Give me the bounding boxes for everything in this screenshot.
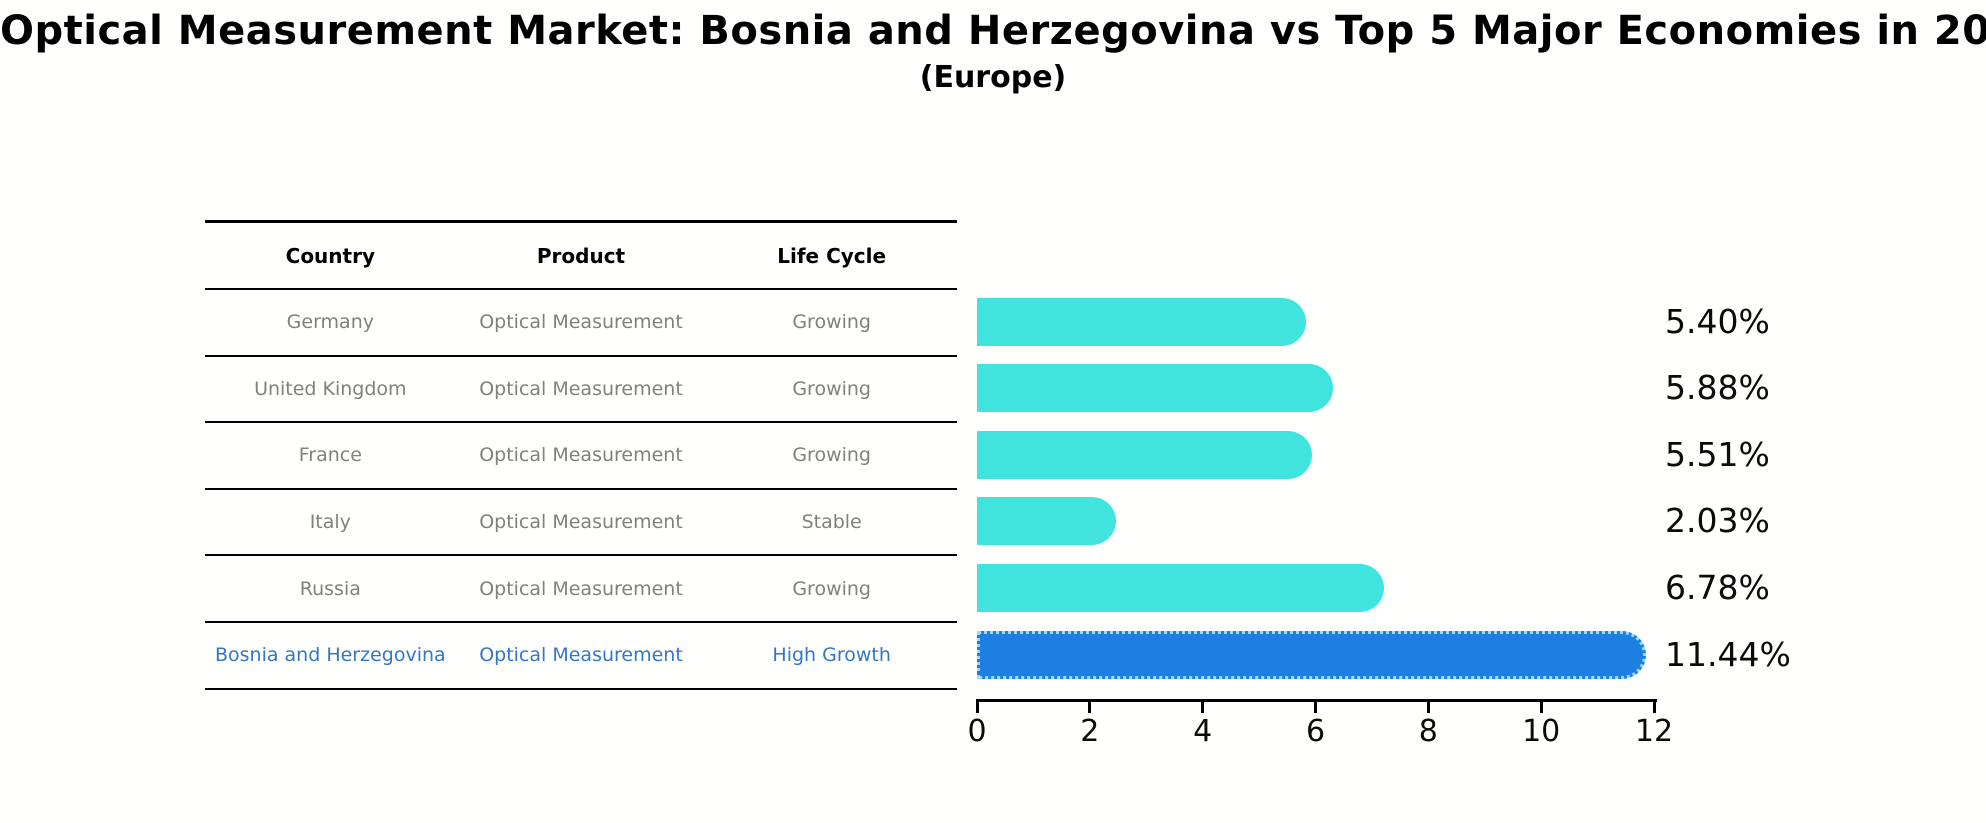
x-axis-tick	[1426, 701, 1430, 713]
x-axis-tick	[1652, 701, 1656, 713]
bar-value-label: 2.03%	[1665, 501, 1770, 541]
x-axis-tick	[1539, 701, 1543, 713]
x-axis-tick-label: 8	[1418, 714, 1438, 749]
cell-product: Optical Measurement	[479, 577, 683, 600]
bar-value-label: 5.51%	[1665, 434, 1770, 474]
table-row: Italy Optical Measurement Stable	[205, 490, 957, 557]
bar	[977, 430, 1312, 479]
cell-product: Optical Measurement	[479, 311, 683, 334]
bar	[977, 563, 1384, 612]
table-row: France Optical Measurement Growing	[205, 423, 957, 490]
cell-country: Germany	[286, 311, 374, 334]
bar-value-label: 6.78%	[1665, 567, 1770, 607]
x-axis-tick-label: 12	[1634, 714, 1674, 749]
cell-country: Italy	[309, 511, 351, 534]
country-table: Country Product Life Cycle Germany Optica…	[205, 220, 957, 690]
cell-country: Bosnia and Herzegovina	[214, 644, 446, 667]
x-axis-line	[976, 699, 1657, 702]
highlighted-bar	[977, 630, 1647, 679]
bar	[977, 364, 1333, 413]
cell-country: France	[298, 444, 362, 467]
table-header-row: Country Product Life Cycle	[205, 223, 957, 290]
cell-life-cycle: High Growth	[772, 644, 891, 667]
cell-country: United Kingdom	[254, 377, 407, 400]
cell-life-cycle: Stable	[801, 511, 862, 534]
cell-product: Optical Measurement	[479, 511, 683, 534]
x-axis-tick-label: 4	[1193, 714, 1213, 749]
cell-product: Optical Measurement	[479, 377, 683, 400]
cell-life-cycle: Growing	[792, 577, 871, 600]
table-row: Germany Optical Measurement Growing	[205, 290, 957, 357]
x-axis-tick	[1201, 701, 1205, 713]
x-axis-tick	[1314, 701, 1317, 713]
chart-subtitle: (Europe)	[919, 60, 1067, 95]
column-header-country: Country	[285, 243, 375, 268]
table-row: United Kingdom Optical Measurement Growing	[205, 357, 957, 424]
cell-product: Optical Measurement	[479, 444, 683, 467]
x-axis-tick-label: 10	[1522, 714, 1561, 749]
bar-value-label: 5.40%	[1665, 301, 1770, 341]
x-axis-tick-label: 0	[967, 714, 987, 749]
table-row-highlighted: Bosnia and Herzegovina Optical Measuremen…	[205, 623, 957, 690]
bar	[977, 297, 1306, 346]
bar-value-label: 5.88%	[1665, 368, 1770, 408]
table-row: Russia Optical Measurement Growing	[205, 556, 957, 623]
bar-value-label: 11.44%	[1665, 634, 1791, 674]
column-header-product: Product	[536, 243, 626, 268]
x-axis-tick-label: 6	[1305, 714, 1326, 749]
bar	[977, 497, 1116, 546]
column-header-life-cycle: Life Cycle	[777, 243, 887, 268]
x-axis-tick	[1088, 701, 1092, 713]
table-body: Germany Optical Measurement Growing United …	[205, 290, 957, 690]
cell-life-cycle: Growing	[792, 311, 871, 334]
x-axis-tick-label: 2	[1080, 714, 1100, 749]
chart-title: Optical Measurement Market: Bosnia and H…	[0, 8, 1986, 54]
x-axis-tick	[975, 701, 979, 713]
cell-country: Russia	[299, 577, 361, 600]
cell-product: Optical Measurement	[479, 644, 683, 667]
cell-life-cycle: Growing	[792, 444, 871, 467]
cell-life-cycle: Growing	[792, 377, 871, 400]
